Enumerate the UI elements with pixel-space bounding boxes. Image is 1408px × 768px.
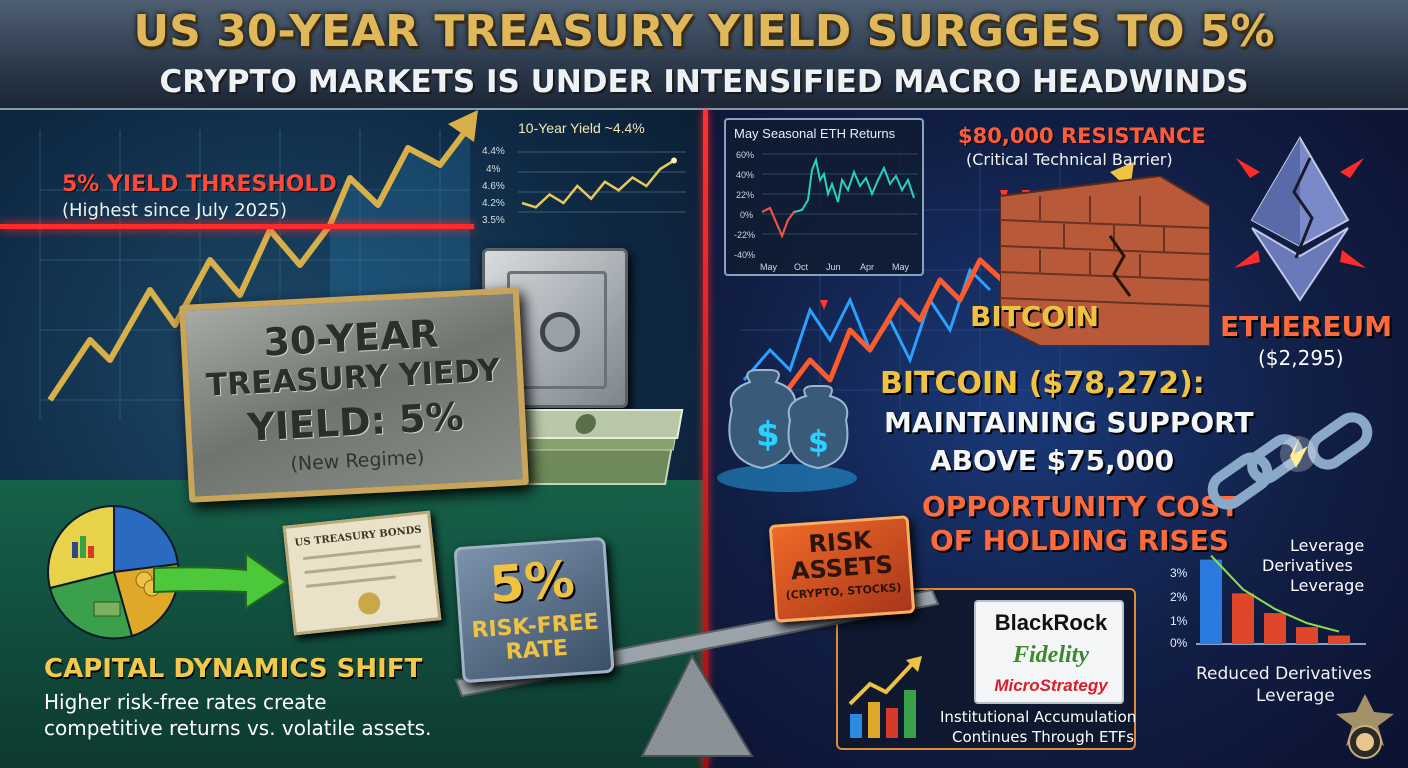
leverage-label-3: Leverage [1290,576,1365,595]
resistance-subtitle: (Critical Technical Barrier) [966,150,1173,169]
tick-label: 60% [736,150,755,160]
resistance-title: $80,000 RESISTANCE [958,124,1206,148]
risk-free-rate-block: 5% RISK-FREE RATE [453,536,615,684]
reduced-leverage-line-1: Reduced Derivatives [1196,664,1372,684]
tick-label: 1% [1170,614,1188,628]
yield-surge-chart [39,110,478,420]
yield-threshold-line [0,224,474,229]
institutional-text-2: Continues Through ETFs [952,728,1135,746]
leverage-chart: 3% 2% 1% 0% [1160,530,1380,660]
bond-line [304,558,423,574]
risk-free-value: 5% [487,550,577,614]
header-banner: US 30-YEAR TREASURY YIELD SURGGES TO 5% … [0,0,1408,110]
bond-seal-icon [357,591,382,616]
ten-year-chart-title: 10-Year Yield ~4.4% [518,120,645,136]
threshold-label: 5% YIELD THRESHOLD [62,172,337,197]
ten-year-endpoint [671,157,677,164]
growth-chart-icon [848,656,922,738]
capital-shift-title: CAPITAL DYNAMICS SHIFT [44,654,423,684]
threshold-note: (Highest since July 2025) [62,200,288,221]
opportunity-cost-line-1: OPPORTUNITY COST [922,490,1240,523]
ten-year-yield-chart: 10-Year Yield ~4.4% 4.4% 4% 4.6% 4.2% 3.… [478,118,690,230]
green-arrow-icon [153,552,288,610]
safe-door [507,271,607,389]
leverage-bar [1264,613,1286,644]
tick-label: -22% [734,230,756,240]
tick-label: 22% [736,190,755,200]
bitcoin-support-line-1: MAINTAINING SUPPORT [884,406,1254,439]
tick-label: 2% [1170,590,1188,604]
risk-free-label: RISK-FREE RATE [470,609,600,666]
leverage-bar [1200,559,1222,644]
svg-text:$: $ [808,425,829,460]
eth-seasonal-line [762,153,918,239]
tick-label: May [760,262,778,272]
eth-seasonal-chart: May Seasonal ETH Returns 60% 40% 22% 0% … [724,118,924,276]
bond-line [303,544,421,561]
capital-shift-desc-1: Higher risk-free rates create [44,690,327,714]
tick-label: 0% [740,210,754,220]
treasury-plaque: 30-YEAR TREASURY YIEDY YIELD: 5% (New Re… [179,287,529,503]
eth-chart-title: May Seasonal ETH Returns [734,126,896,141]
tick-label: Oct [794,262,809,272]
brick-wall-icon [1000,176,1210,346]
leverage-bars [1196,554,1366,645]
leverage-label-1: Leverage [1290,536,1365,555]
bitcoin-price-headline: BITCOIN ($78,272): [880,366,1205,401]
tick-label: 4.4% [482,146,505,157]
ten-year-line [518,151,686,213]
risk-assets-block: RISK ASSETS (CRYPTO, STOCKS) [768,515,916,623]
tick-label: Jun [826,262,841,272]
bitcoin-label: BITCOIN [970,300,1100,333]
leverage-bar [1296,627,1318,644]
microstrategy-logo: MicroStrategy [994,676,1108,695]
page-title: US 30-YEAR TREASURY YIELD SURGGES TO 5% [133,6,1275,57]
tick-label: 3% [1170,566,1188,580]
leverage-label-2: Derivatives [1262,556,1353,575]
institutional-text-1: Institutional Accumulation [940,708,1137,726]
tick-label: 40% [736,170,755,180]
institution-logos: BlackRock Fidelity MicroStrategy [974,600,1124,704]
bond-line [305,575,396,588]
tick-label: -40% [734,250,756,260]
broken-chain-icon [1207,412,1373,510]
ethereum-label: ETHEREUM [1220,310,1393,343]
leverage-bar [1232,593,1254,644]
panel-divider [703,110,708,768]
tick-label: 0% [1170,636,1188,650]
capital-shift-desc-2: competitive returns vs. volatile assets. [44,716,432,740]
tick-label: 4% [486,164,501,175]
tick-label: 3.5% [482,215,505,226]
tick-label: Apr [860,262,875,272]
blackrock-logo: BlackRock [994,610,1108,635]
allocation-pie-icon [47,504,180,640]
page-subtitle: CRYPTO MARKETS IS UNDER INTENSIFIED MACR… [159,64,1249,100]
risk-assets-title: RISK ASSETS [790,525,894,586]
yield-surge-line [47,126,471,402]
ethereum-logo-icon [1234,136,1366,302]
treasury-bond-certificate: US TREASURY BONDS [282,510,442,636]
money-bags-icon: $ $ [717,369,857,492]
ethereum-price: ($2,295) [1258,346,1344,370]
tick-label: 4.6% [482,181,505,192]
leverage-trend-line [1210,554,1340,633]
mascot-logo-icon [1336,694,1394,759]
svg-text:$: $ [756,415,780,455]
safe-dial-icon [540,312,580,352]
bitcoin-support-line-2: ABOVE $75,000 [930,444,1175,477]
fidelity-logo: Fidelity [1013,642,1089,668]
cash-stack-icon [494,409,684,485]
reduced-leverage-line-2: Leverage [1256,686,1335,706]
ten-year-yield-line [521,159,675,209]
tick-label: May [892,262,910,272]
opportunity-cost-line-2: OF HOLDING RISES [930,524,1230,557]
tick-label: 4.2% [482,198,505,209]
leverage-bar [1328,635,1350,644]
